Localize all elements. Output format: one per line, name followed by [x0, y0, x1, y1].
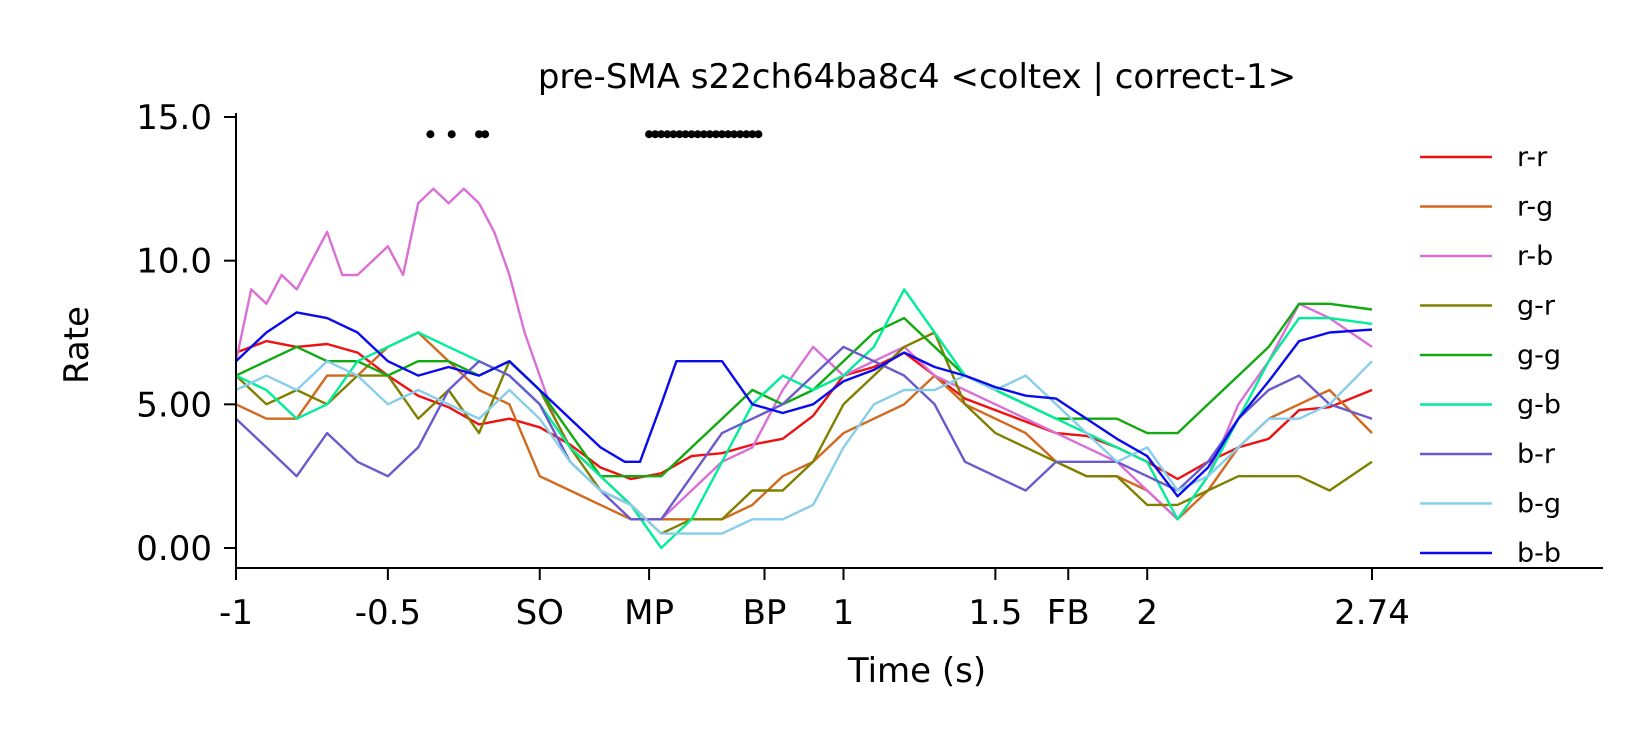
series-line-g-r — [235, 331, 1373, 535]
legend-label-r-g: r-g — [1517, 192, 1553, 223]
series-line-b-b — [235, 311, 1373, 498]
legend-label-g-b: g-b — [1517, 390, 1561, 421]
significance-marker — [730, 130, 739, 139]
series-line-b-g — [235, 360, 1373, 535]
legend-label-g-r: g-r — [1517, 291, 1556, 322]
x-axis-label: Time (s) — [847, 651, 986, 691]
x-tick-label: BP — [743, 593, 787, 633]
significance-marker — [748, 130, 757, 139]
significance-marker — [481, 130, 490, 139]
y-tick-label: 15.0 — [136, 98, 212, 138]
x-tick-label: -1 — [219, 593, 253, 633]
legend-label-b-r: b-r — [1517, 439, 1556, 470]
significance-marker — [724, 130, 733, 139]
x-tick-label: 1 — [833, 593, 855, 633]
axes: 0.00 5.00 10.0 15.0 -1 -0.5 SO MP BP 1 1.5 FB 2 2.74 — [136, 98, 1603, 633]
y-tick-label: 0.00 — [136, 529, 212, 569]
x-tick-label: 2 — [1136, 593, 1158, 633]
significance-marker — [651, 130, 660, 139]
series-line-g-g — [235, 302, 1373, 478]
significance-marker — [645, 130, 654, 139]
significance-marker — [447, 130, 456, 139]
significance-marker — [711, 130, 720, 139]
x-tick-label: 2.74 — [1334, 593, 1410, 633]
series-line-r-r — [235, 339, 1373, 481]
significance-marker — [426, 130, 435, 139]
significance-marker — [754, 130, 763, 139]
legend-label-r-b: r-b — [1517, 241, 1553, 272]
significance-marker — [681, 130, 690, 139]
legend-label-b-b: b-b — [1517, 538, 1561, 569]
x-tick-label: -0.5 — [355, 593, 421, 633]
x-tick-label: MP — [624, 593, 674, 633]
legend-label-b-g: b-g — [1517, 489, 1561, 520]
y-axis-label: Rate — [57, 306, 97, 384]
x-tick-label: 1.5 — [968, 593, 1022, 633]
legend-label-g-g: g-g — [1517, 340, 1561, 371]
x-tick-label: SO — [516, 593, 564, 633]
series-line-g-b — [235, 288, 1373, 550]
significance-marker — [705, 130, 714, 139]
significance-marker — [718, 130, 726, 139]
significance-marker — [742, 130, 751, 139]
legend: r-r r-g r-b g-r g-g g-b b-r b-g b-b — [1420, 142, 1561, 569]
significance-marker — [475, 130, 483, 139]
significance-marker — [699, 130, 708, 139]
significance-marker — [663, 130, 672, 139]
significance-marker — [657, 130, 666, 139]
significance-marker — [687, 130, 696, 139]
y-tick-label: 10.0 — [136, 242, 212, 282]
plot-area — [234, 130, 1373, 550]
chart-title: pre-SMA s22ch64ba8c4 <coltex | correct-1… — [538, 57, 1296, 97]
y-tick-label: 5.00 — [136, 385, 212, 425]
significance-marker — [675, 130, 684, 139]
significance-marker — [736, 130, 745, 139]
significance-marker — [693, 130, 702, 139]
x-tick-label: FB — [1047, 593, 1090, 633]
significance-marker — [669, 130, 678, 139]
legend-label-r-r: r-r — [1517, 142, 1548, 173]
